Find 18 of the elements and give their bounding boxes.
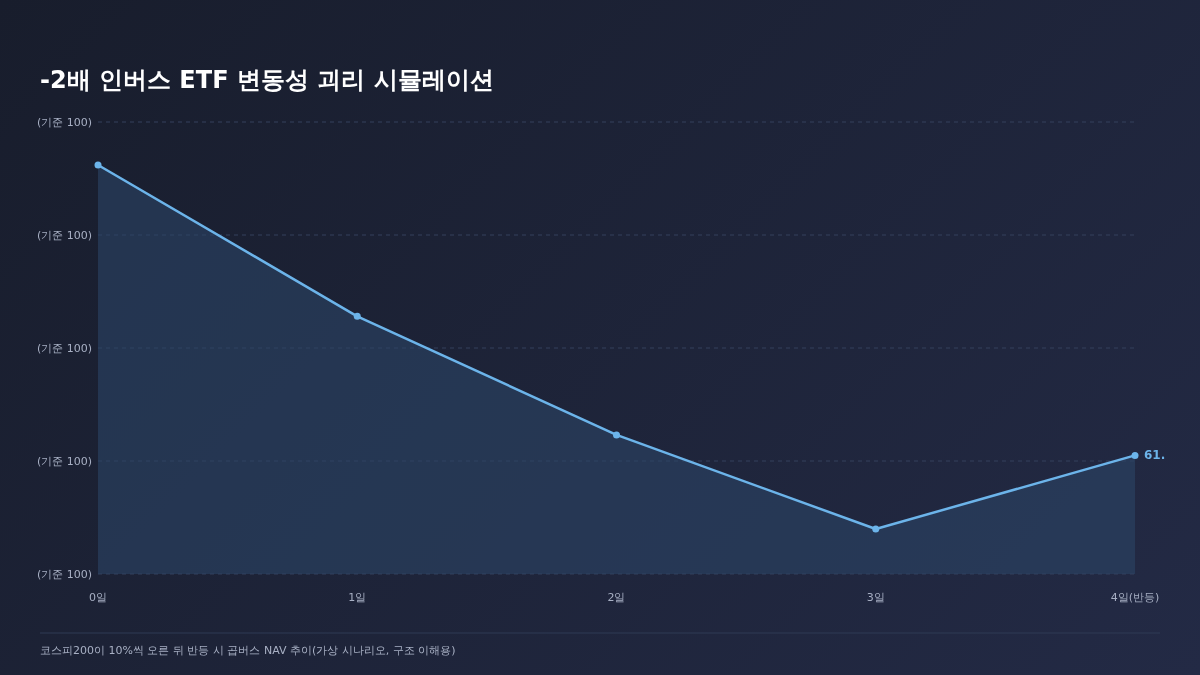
x-tick-label: 0일 (89, 591, 107, 604)
text: 코스피200이 10%씩 오른 뒤 반등 시 곱버스 NAV 추이(가상 시나리오, 구조 이해용) (40, 644, 456, 657)
annotation: 61. (1144, 448, 1166, 463)
point (613, 431, 620, 439)
x-tick-label: 1일 (348, 591, 367, 604)
point (353, 312, 361, 320)
text: (기준 100) (36, 455, 92, 468)
text: (기준 100) (36, 229, 92, 242)
x-tick-label: 2일 (607, 591, 626, 604)
x-tick-label: 4일(반등) (1110, 591, 1160, 604)
x-tick-label: 3일 (866, 591, 885, 604)
text: (기준 100) (36, 568, 92, 581)
text: (기준 100) (36, 116, 92, 129)
point (872, 525, 880, 533)
text: (기준 100) (36, 342, 92, 355)
chart-title: -2배 인버스 ETF 변동성 괴리 시뮬레이션 (40, 66, 494, 94)
point (1131, 451, 1139, 459)
point (94, 161, 102, 169)
